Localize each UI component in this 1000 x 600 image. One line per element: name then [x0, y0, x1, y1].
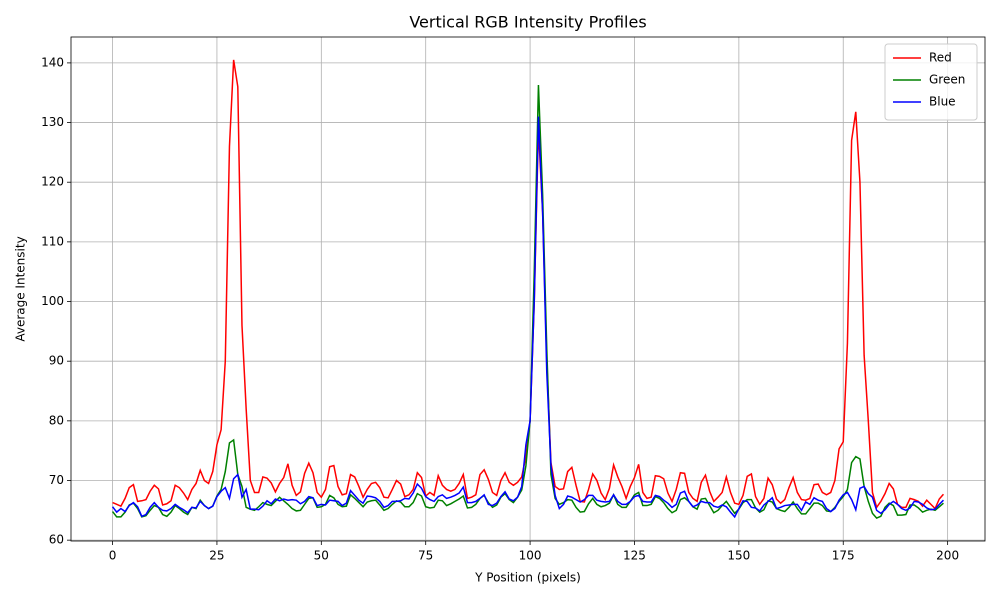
- y-tick-label: 140: [41, 55, 64, 69]
- legend-label: Red: [929, 51, 952, 65]
- x-tick-label: 125: [623, 549, 646, 563]
- legend-label: Blue: [929, 95, 956, 109]
- x-tick-label: 200: [936, 549, 959, 563]
- x-tick-label: 150: [727, 549, 750, 563]
- plot-lines: [111, 59, 945, 519]
- y-tick-label: 60: [49, 533, 64, 547]
- y-axis-label: Average Intensity: [14, 236, 28, 341]
- plot-frame: [70, 36, 986, 542]
- y-tick-label: 130: [41, 115, 64, 129]
- y-tick-label: 80: [49, 413, 64, 427]
- x-tick-label: 25: [209, 549, 224, 563]
- y-tick-label: 90: [49, 354, 64, 368]
- chart-title: Vertical RGB Intensity Profiles: [409, 13, 646, 32]
- legend-label: Green: [929, 73, 965, 87]
- y-tick-label: 110: [41, 234, 64, 248]
- x-tick-label: 50: [314, 549, 329, 563]
- x-tick-label: 100: [519, 549, 542, 563]
- y-tick-label: 100: [41, 294, 64, 308]
- legend-box: [884, 43, 978, 121]
- x-axis-label: Y Position (pixels): [474, 571, 581, 585]
- y-tick-label: 120: [41, 175, 64, 189]
- x-tick-label: 0: [109, 549, 117, 563]
- x-tick-label: 75: [418, 549, 433, 563]
- grid: [71, 37, 985, 541]
- ticks: 0 25 50 75 100 125 150 175 200 60 70 80 90 100 110 120 1…: [41, 55, 959, 562]
- y-tick-label: 70: [49, 473, 64, 487]
- legend: Red Green Blue: [884, 43, 978, 121]
- x-tick-label: 175: [832, 549, 855, 563]
- data-line: [111, 116, 944, 519]
